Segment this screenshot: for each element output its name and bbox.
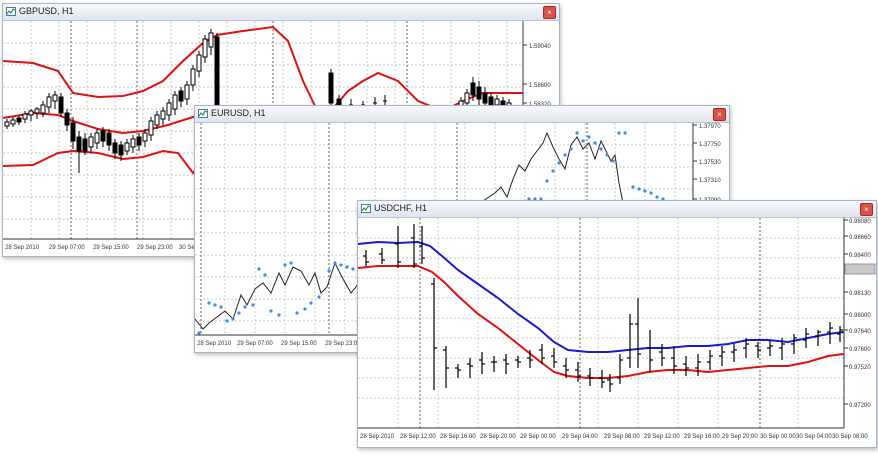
price-label: 1.37750	[699, 142, 721, 148]
time-label: 29 Sep 23:00	[137, 245, 173, 251]
close-icon[interactable]: ×	[543, 6, 556, 19]
window-title: EURUSD, H1	[211, 108, 266, 118]
usdchf-chart-window[interactable]: USDCHF, H1 ×	[357, 200, 877, 448]
price-label: 0.97200	[849, 403, 871, 409]
time-label: 29 Sep 12:00	[644, 434, 680, 440]
time-label: 30 Sep 00:00	[760, 434, 796, 440]
time-label: 29 Sep 08:00	[604, 434, 640, 440]
price-label: 0.97520	[849, 365, 871, 371]
close-icon[interactable]: ×	[860, 203, 873, 216]
time-label: 28 Sep 2010	[5, 245, 40, 251]
time-label: 30 Se	[179, 245, 195, 251]
close-icon[interactable]: ×	[713, 108, 726, 121]
usdchf-chart[interactable]: 0.98080 0.98660 0.98400 0.98130 0.98000 …	[358, 218, 876, 447]
price-label: 1.37310	[699, 178, 721, 184]
time-label: 29 Sep 07:00	[49, 245, 85, 251]
price-label: 1.37530	[699, 160, 721, 166]
price-label: 0.98660	[849, 235, 871, 241]
time-label: 29 Sep 07:00	[237, 341, 273, 347]
time-label: 29 Sep 00:00	[520, 434, 556, 440]
price-label: 0.98400	[849, 253, 871, 259]
usdchf-titlebar[interactable]: USDCHF, H1 ×	[358, 201, 876, 218]
time-label: 30 Sep 08:00	[832, 434, 868, 440]
time-label: 29 Sep 15:00	[281, 341, 317, 347]
time-label: 29 Sep 16:00	[684, 434, 720, 440]
window-title: USDCHF, H1	[374, 203, 428, 213]
price-label: 0.98000	[849, 313, 871, 319]
time-label: 29 Sep 15:00	[93, 245, 129, 251]
time-label: 30 Sep 04:00	[796, 434, 832, 440]
time-label: 29 Sep 20:00	[722, 434, 758, 440]
time-label: 28 Sep 12:00	[400, 434, 436, 440]
price-label: 0.98080	[849, 219, 871, 225]
window-title: GBPUSD, H1	[19, 6, 74, 16]
time-label: 28 Sep 2010	[197, 341, 232, 347]
chart-window-icon	[198, 109, 208, 118]
price-label: 0.98130	[849, 291, 871, 297]
time-label: 28 Sep 2010	[360, 434, 395, 440]
price-label: 1.58600	[529, 83, 551, 89]
eurusd-titlebar[interactable]: EURUSD, H1 ×	[195, 106, 729, 123]
time-label: 29 Sep 04:00	[562, 434, 598, 440]
price-label: 0.97640	[849, 329, 871, 335]
time-label: 28 Sep 20:00	[480, 434, 516, 440]
time-label: 28 Sep 16:00	[440, 434, 476, 440]
chart-window-icon	[6, 7, 16, 16]
chart-window-icon	[361, 204, 371, 213]
price-label: 1.59040	[529, 44, 551, 50]
price-label: 0.97600	[849, 347, 871, 353]
gbpusd-titlebar[interactable]: GBPUSD, H1 ×	[3, 4, 559, 21]
time-label: 29 Sep 23:00	[325, 341, 361, 347]
price-label: 1.37970	[699, 124, 721, 130]
